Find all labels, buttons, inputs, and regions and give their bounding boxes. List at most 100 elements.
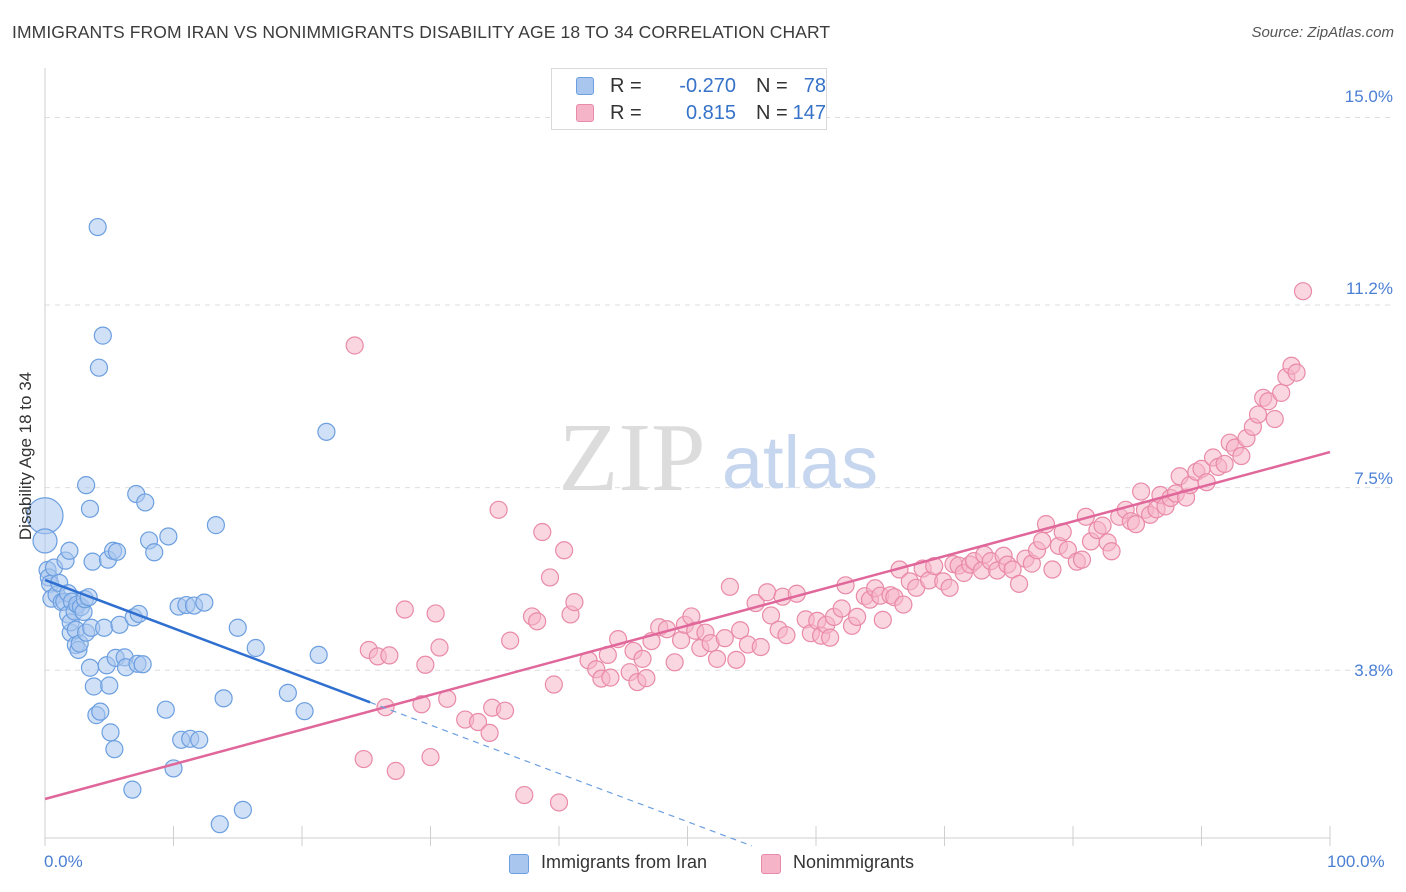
iran-point [278,683,297,703]
n-label: N = [756,102,788,124]
nonimmigrants-point [426,604,445,623]
y-tick-label: 11.2% [1346,279,1393,298]
nonimmigrants-point [495,701,515,720]
nonimmigrants-point [528,612,547,631]
nonimmigrants-point [1043,560,1062,579]
iran-point [80,658,100,677]
legend-label: Nonimmigrants [793,852,915,872]
iran-point [93,326,112,345]
iran-swatch [576,77,594,95]
correlation-stats-box: R = -0.270 N = 78 R = 0.815 N = 147 [551,68,827,130]
n-label: N = [756,75,788,97]
iran-point [80,499,100,518]
nonimmigrants-point [633,649,652,668]
nonimmigrants-point [777,626,796,645]
nonimmigrants-point [727,650,746,669]
nonimmigrants-point [540,568,560,587]
nonimmigrants-point [1126,515,1146,534]
iran-point [110,615,129,634]
iran-point [101,723,120,742]
nonimmigrants-point [489,500,508,519]
iran-point [89,358,109,377]
nonimmigrants-point [501,631,520,650]
nonimmigrants-point [1132,482,1151,501]
iran-point [206,516,226,535]
nonimmigrants-point [707,649,727,668]
iran-legend-swatch [509,854,529,874]
iran-point [156,700,175,719]
nonimmigrants-point [480,723,499,742]
iran-point [77,476,96,495]
nonimmigrants-point [1072,550,1092,569]
nonimmigrants-point [731,621,750,640]
nonimmigrants-point [1033,531,1052,551]
watermark-zip: ZIP [559,404,706,512]
iran-point [105,740,124,759]
source-credit: Source: ZipAtlas.com [1251,24,1394,41]
iran-point [233,800,252,819]
r-value: 0.815 [685,102,736,124]
nonimmigrants-trend-line [44,450,1331,801]
iran-point [317,422,336,441]
legend-label: Immigrants from Iran [541,852,708,872]
nonimmigrants-point [544,675,563,694]
iran-point [136,493,155,512]
nonimmigrants-point [848,607,867,627]
iran-points [26,217,336,834]
iran-point [91,702,110,721]
nonimmigrants-point [549,793,569,812]
nonimmigrants-point [761,606,781,625]
nonimmigrants-point [412,695,431,714]
nonimmigrants-point [421,747,440,767]
nonimmigrants-point [533,522,552,542]
axes [44,68,1331,846]
r-value: -0.270 [679,75,736,97]
n-value: 147 [792,102,826,124]
nonimmigrants-point [515,785,534,805]
chart-legend: Immigrants from Iran Nonimmigrants [0,852,1406,878]
iran-point [32,528,58,554]
zipatlas-watermark: ZIP atlas [559,404,879,512]
nonimmigrants-point [720,577,740,596]
x-tick-label: 0.0% [44,852,83,871]
nonimmigrants-point [430,638,449,657]
iran-point [100,676,119,695]
iran-point [295,702,314,721]
nonimmigrants-point [601,668,620,687]
gridlines [45,116,1392,671]
nonimmigrants-legend-swatch [761,854,781,874]
nonimmigrants-point [1272,383,1291,402]
iran-trend-extension [369,701,752,847]
trend-lines [44,450,1331,847]
nonimmigrants-point [821,628,840,647]
y-axis-label: Disability Age 18 to 34 [16,371,35,541]
iran-point [309,645,328,665]
iran-point [95,618,114,637]
nonimmigrants-point [1287,363,1306,382]
nonimmigrants-points [345,282,1313,812]
nonimmigrants-point [565,593,584,612]
r-label: R = [610,102,642,124]
nonimmigrants-point [1215,454,1234,474]
iran-point [145,543,164,562]
nonimmigrants-point [715,629,734,648]
nonimmigrants-point [1293,282,1313,301]
iran-point [190,730,209,749]
iran-point [107,542,127,561]
nonimmigrants-point [758,583,777,602]
iran-point [133,655,152,674]
nonimmigrants-point [832,599,851,618]
nonimmigrants-point [468,712,488,732]
iran-point [60,541,79,560]
iran-trend-line [44,578,371,704]
nonimmigrants-point [1265,409,1284,429]
nonimmigrants-point [1248,405,1268,424]
iran-point [195,593,214,612]
nonimmigrants-point [665,653,684,672]
nonimmigrants-point [1102,542,1121,561]
iran-point [88,217,107,237]
nonimmigrants-point [1009,574,1029,593]
y-tick-label: 3.8% [1354,661,1393,680]
iran-point [214,689,233,708]
